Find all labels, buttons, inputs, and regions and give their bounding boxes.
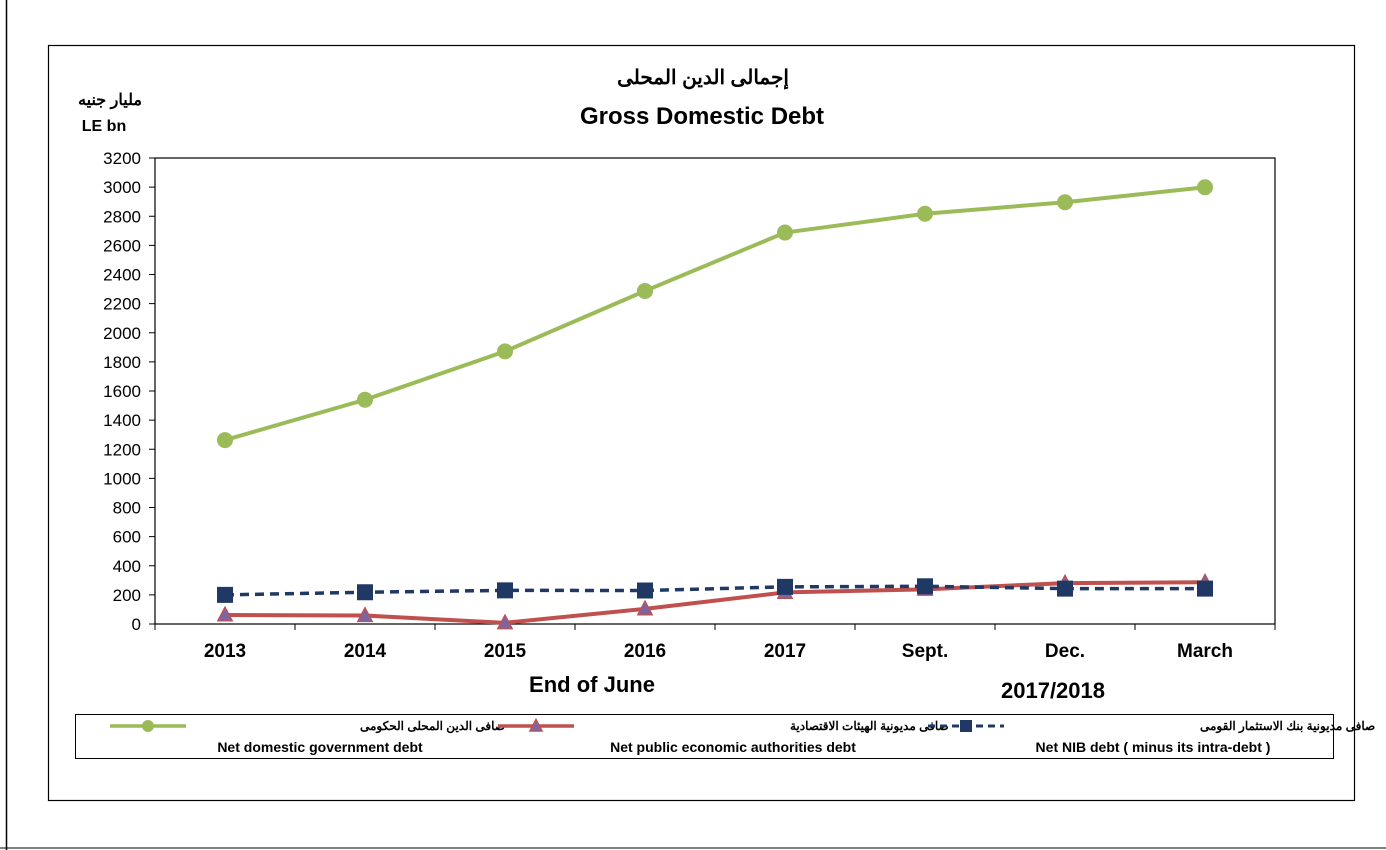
legend-entry-2: صافى مديونية الهيئات الاقتصادية Net publi… [498, 717, 949, 755]
data-point [1197, 179, 1213, 196]
chart-title-arabic: إجمالى الدين المحلى [617, 67, 789, 90]
y-tick-label: 1400 [103, 411, 141, 430]
x-axis: 2013 2014 2015 2016 2017 Sept. Dec. March [154, 624, 1276, 662]
data-point [1057, 580, 1073, 597]
legend: صافى الدين المحلى الحكومى Net domestic go… [110, 717, 1375, 755]
data-point [917, 578, 933, 595]
legend-label: Net domestic government debt [217, 739, 423, 755]
series-3 [217, 578, 1213, 603]
data-point [356, 606, 374, 623]
legend-label-arabic: صافى الدين المحلى الحكومى [360, 719, 505, 734]
data-point [637, 282, 653, 299]
unit-label-arabic: مليار جنيه [78, 92, 142, 110]
data-point [636, 599, 654, 616]
legend-swatch-marker [960, 720, 972, 732]
y-tick-label: 1600 [103, 382, 141, 401]
x-tick-label: Dec. [1045, 641, 1085, 662]
x-tick-label: 2017 [764, 641, 806, 662]
legend-swatch-marker [528, 717, 544, 732]
data-point [497, 343, 513, 360]
y-tick-label: 400 [113, 557, 141, 576]
legend-swatch-marker [142, 720, 154, 732]
y-axis: 0 200 400 600 800 1000 1200 1400 1600 1800 2000 220… [103, 149, 155, 634]
y-tick-label: 800 [113, 499, 141, 518]
x-tick-label: 2015 [484, 641, 527, 662]
y-tick-label: 2800 [103, 207, 141, 226]
series-line [224, 584, 1205, 597]
x-axis-label: End of June [529, 672, 655, 697]
y-tick-label: 2200 [103, 295, 141, 314]
y-tick-label: 3200 [103, 149, 141, 168]
data-point [217, 586, 233, 603]
x-tick-label: 2013 [204, 641, 246, 662]
data-point [777, 224, 793, 241]
series-line [224, 580, 1206, 625]
x-tick-label: March [1177, 641, 1233, 662]
legend-label-arabic: صافى مديونية الهيئات الاقتصادية [790, 719, 949, 734]
y-tick-label: 200 [113, 586, 141, 605]
legend-label-arabic: صافى مديونية بنك الاستثمار القومى [1200, 719, 1375, 734]
data-point [1197, 580, 1213, 597]
data-point [917, 205, 933, 222]
y-tick-label: 600 [113, 528, 141, 547]
chart-title: Gross Domestic Debt [580, 103, 824, 130]
x-tick-label: Sept. [902, 641, 948, 662]
legend-entry-1: صافى الدين المحلى الحكومى Net domestic go… [110, 719, 505, 755]
y-tick-label: 2000 [103, 324, 141, 343]
legend-box [75, 714, 1334, 759]
data-point [357, 584, 373, 601]
chart-area-frame [47, 44, 1356, 802]
legend-label: Net public economic authorities debt [610, 739, 856, 755]
legend-label: Net NIB debt ( minus its intra-debt ) [1036, 739, 1271, 755]
data-point [217, 432, 233, 449]
data-point [216, 605, 234, 622]
y-tick-label: 1800 [103, 353, 141, 372]
data-point [637, 582, 653, 599]
x-tick-label: 2014 [344, 641, 387, 662]
unit-label: LE bn [82, 118, 126, 135]
y-tick-label: 0 [132, 615, 141, 634]
y-tick-label: 3000 [103, 178, 141, 197]
data-point [1057, 194, 1073, 211]
data-point [777, 578, 793, 595]
x-tick-label: 2016 [624, 641, 666, 662]
data-point [496, 613, 514, 630]
data-point [497, 582, 513, 599]
y-tick-label: 2600 [103, 236, 141, 255]
series-layer [216, 179, 1214, 630]
y-tick-label: 1200 [103, 440, 141, 459]
series-line [224, 185, 1206, 442]
y-tick-label: 2400 [103, 266, 141, 285]
legend-entry-3: صافى مديونية بنك الاستثمار القومى Net NIB… [928, 719, 1375, 755]
y-tick-label: 1000 [103, 469, 141, 488]
series-1 [217, 179, 1213, 449]
x-axis-group-label: 2017/2018 [1001, 678, 1105, 703]
data-point [357, 391, 373, 408]
